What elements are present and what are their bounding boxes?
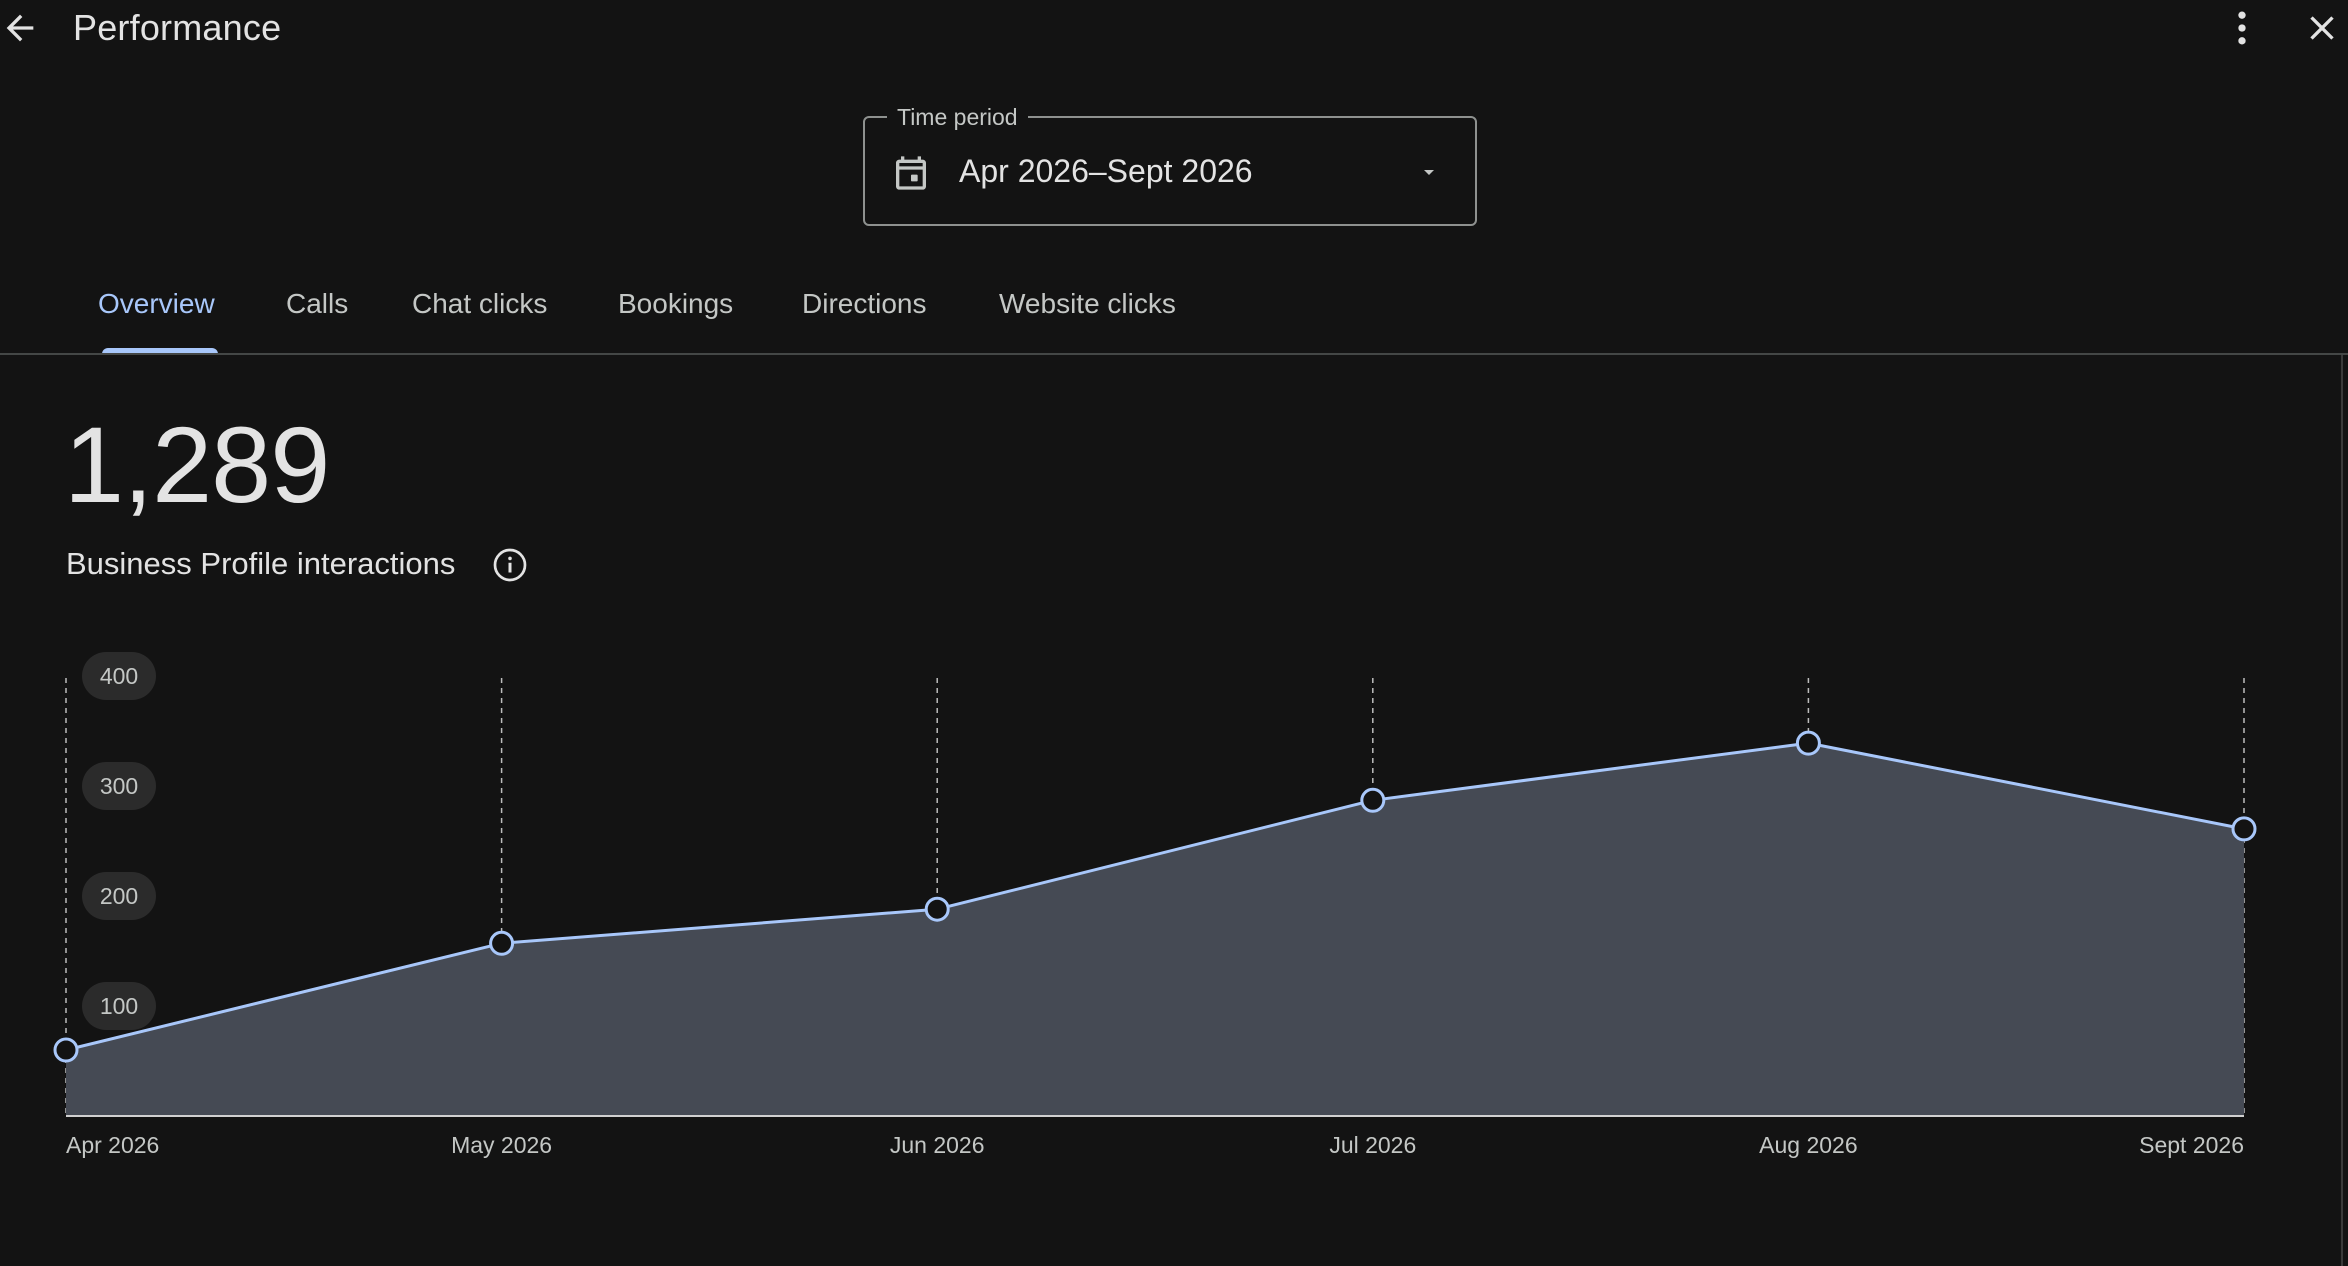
y-tick-pill (82, 872, 156, 920)
tab-bookings[interactable]: Bookings (618, 288, 734, 319)
data-point[interactable] (489, 930, 515, 956)
data-point[interactable] (1360, 787, 1386, 813)
chart-area-fill (66, 743, 2244, 1116)
y-tick-label: 300 (100, 773, 138, 799)
data-point[interactable] (924, 896, 950, 922)
y-tick-pill (82, 762, 156, 810)
close-icon (2310, 16, 2334, 40)
tab-bar: Overview Calls Chat clicks Bookings Dire… (0, 262, 2348, 354)
data-point[interactable] (53, 1037, 79, 1063)
tab-overview[interactable]: Overview (98, 288, 215, 319)
y-tick-pill (82, 652, 156, 700)
active-tab-indicator (102, 348, 218, 354)
x-tick-label: Sept 2026 (2139, 1132, 2244, 1158)
interactions-label: Business Profile interactions (66, 546, 456, 581)
arrow-back-icon (6, 14, 34, 42)
interactions-chart: 100 200 300 400 Apr 2026 May 2026 Jun 2026 Jul… (53, 652, 2257, 1158)
page-title: Performance (73, 7, 282, 48)
calendar-icon (896, 156, 926, 190)
x-axis: Apr 2026 May 2026 Jun 2026 Jul 2026 Aug 2026… (66, 1132, 2244, 1158)
y-axis: 100 200 300 400 (82, 652, 156, 1030)
chart-points (53, 730, 2257, 1063)
x-tick-label: Jul 2026 (1329, 1132, 1416, 1158)
x-tick-label: Jun 2026 (890, 1132, 985, 1158)
data-point[interactable] (1795, 730, 1821, 756)
content-edge (2341, 355, 2343, 1266)
y-tick-label: 200 (100, 883, 138, 909)
tab-directions[interactable]: Directions (802, 288, 927, 319)
time-period-value: Apr 2026–Sept 2026 (959, 153, 1253, 189)
info-icon[interactable] (492, 547, 528, 583)
y-tick-label: 400 (100, 663, 138, 689)
more-vert-icon (2238, 11, 2246, 45)
y-tick-label: 100 (100, 993, 138, 1019)
x-tick-label: May 2026 (451, 1132, 552, 1158)
y-tick-pill (82, 982, 156, 1030)
tab-chat-clicks[interactable]: Chat clicks (412, 288, 548, 319)
data-point[interactable] (2231, 816, 2257, 842)
close-button[interactable] (2300, 6, 2344, 50)
tabs-divider (0, 353, 2348, 355)
x-tick-label: Apr 2026 (66, 1132, 159, 1158)
x-tick-label: Aug 2026 (1759, 1132, 1857, 1158)
more-options-button[interactable] (2220, 6, 2264, 50)
arrow-drop-down-icon (1424, 170, 1434, 175)
time-period-select[interactable]: Time period Apr 2026–Sept 2026 (863, 103, 1477, 226)
back-button[interactable] (0, 6, 40, 50)
interactions-total: 1,289 (64, 404, 330, 525)
chart-line (65, 741, 2245, 1052)
time-period-label: Time period (887, 103, 1028, 131)
tab-calls[interactable]: Calls (286, 288, 349, 319)
tab-website-clicks[interactable]: Website clicks (999, 288, 1176, 319)
